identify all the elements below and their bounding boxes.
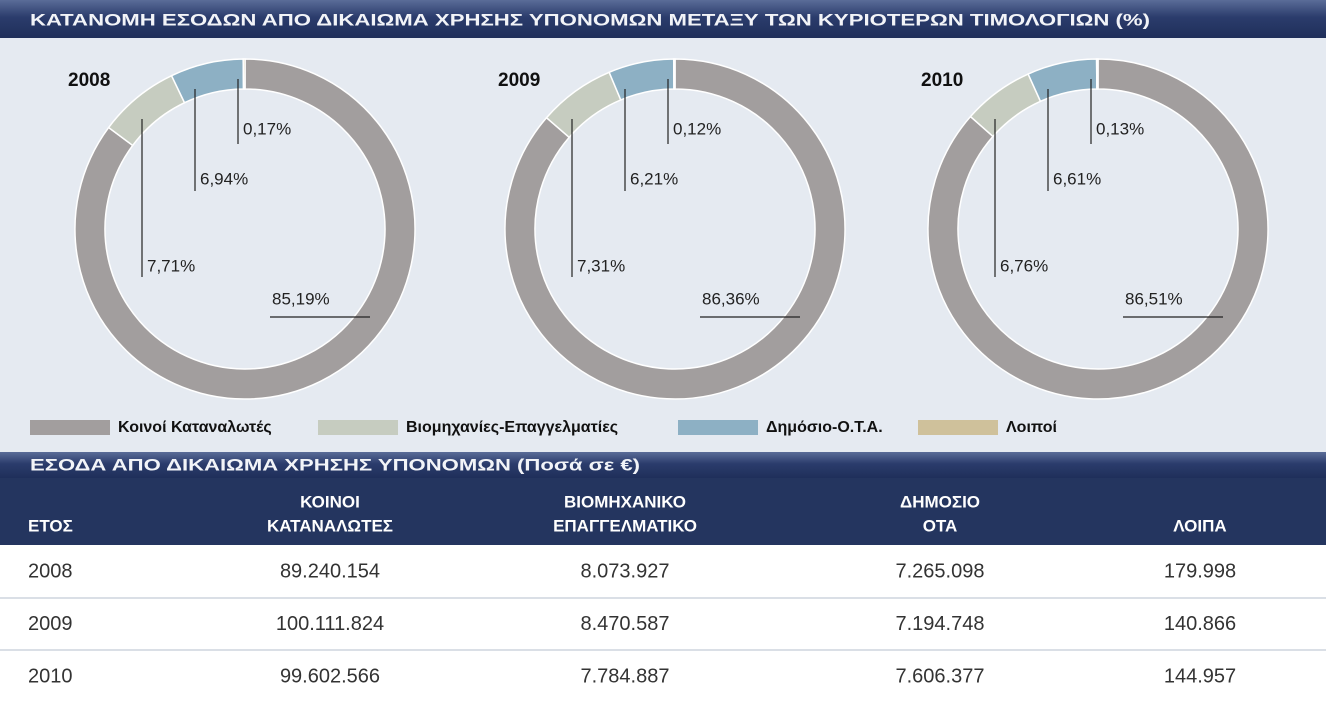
- legend-label: Βιομηχανίες-Επαγγελματίες: [406, 419, 618, 436]
- column-header: ΚΟΙΝΟΙ: [300, 492, 360, 511]
- table-title: ΕΣΟΔΑ ΑΠΟ ΔΙΚΑΙΩΜΑ ΧΡΗΣΗΣ ΥΠΟΝΟΜΩΝ (Ποσά…: [30, 455, 640, 474]
- legend-label: Δημόσιο-Ο.Τ.Α.: [766, 419, 883, 436]
- table-cell: 7.265.098: [896, 560, 985, 582]
- data-label: 6,61%: [1053, 169, 1101, 188]
- table-cell: 144.957: [1164, 665, 1236, 687]
- table-body: [0, 545, 1326, 702]
- pie-title: 2010: [921, 70, 963, 91]
- table-cell: 99.602.566: [280, 665, 380, 687]
- column-header: ΕΠΑΓΓΕΛΜΑΤΙΚΟ: [553, 516, 697, 535]
- column-header: ΟΤΑ: [923, 516, 958, 535]
- table-cell: 2009: [28, 613, 73, 635]
- table-cell: 89.240.154: [280, 560, 380, 582]
- table-header: [0, 478, 1326, 545]
- donut-segment: [74, 58, 416, 400]
- legend-swatch: [918, 420, 998, 435]
- data-label: 0,13%: [1096, 119, 1144, 138]
- pie-title: 2008: [68, 70, 110, 91]
- table-cell: 8.470.587: [581, 613, 670, 635]
- legend-label: Κοινοί Καταναλωτές: [118, 419, 272, 436]
- data-label: 0,17%: [243, 119, 291, 138]
- column-header: ΒΙΟΜΗΧΑΝΙΚΟ: [564, 492, 686, 511]
- title: ΚΑΤΑΝΟΜΗ ΕΣΟΔΩΝ ΑΠΟ ΔΙΚΑΙΩΜΑ ΧΡΗΣΗΣ ΥΠΟΝ…: [30, 10, 1150, 29]
- donut-segment: [242, 58, 246, 90]
- table-cell: 7.194.748: [896, 613, 985, 635]
- title-bar: [0, 0, 1326, 38]
- column-header: ΕΤΟΣ: [28, 516, 73, 535]
- data-label: 6,76%: [1000, 256, 1048, 275]
- table-cell: 100.111.824: [276, 613, 384, 635]
- data-label: 86,36%: [702, 289, 760, 308]
- table-cell: 179.998: [1164, 560, 1236, 582]
- data-label: 6,94%: [200, 169, 248, 188]
- donut-segment: [672, 58, 676, 90]
- table-cell: 2008: [28, 560, 73, 582]
- legend-swatch: [30, 420, 110, 435]
- data-label: 6,21%: [630, 169, 678, 188]
- legend-label: Λοιποί: [1006, 419, 1057, 436]
- table-cell: 140.866: [1164, 613, 1236, 635]
- data-label: 7,31%: [577, 256, 625, 275]
- donut-segment: [1095, 58, 1099, 90]
- legend-swatch: [678, 420, 758, 435]
- data-label: 7,71%: [147, 256, 195, 275]
- column-header: ΚΑΤΑΝΑΛΩΤΕΣ: [267, 516, 393, 535]
- table-cell: 8.073.927: [581, 560, 670, 582]
- table-cell: 2010: [28, 665, 73, 687]
- legend-swatch: [318, 420, 398, 435]
- donut-segment: [927, 58, 1269, 400]
- table-cell: 7.784.887: [581, 665, 670, 687]
- pie-title: 2009: [498, 70, 540, 91]
- column-header: ΔΗΜΟΣΙΟ: [900, 492, 980, 511]
- data-label: 85,19%: [272, 289, 330, 308]
- table-title-bar: [0, 452, 1326, 478]
- table-cell: 7.606.377: [896, 665, 985, 687]
- data-label: 86,51%: [1125, 289, 1183, 308]
- donut-segment: [504, 58, 846, 400]
- data-label: 0,12%: [673, 119, 721, 138]
- column-header: ΛΟΙΠΑ: [1173, 516, 1226, 535]
